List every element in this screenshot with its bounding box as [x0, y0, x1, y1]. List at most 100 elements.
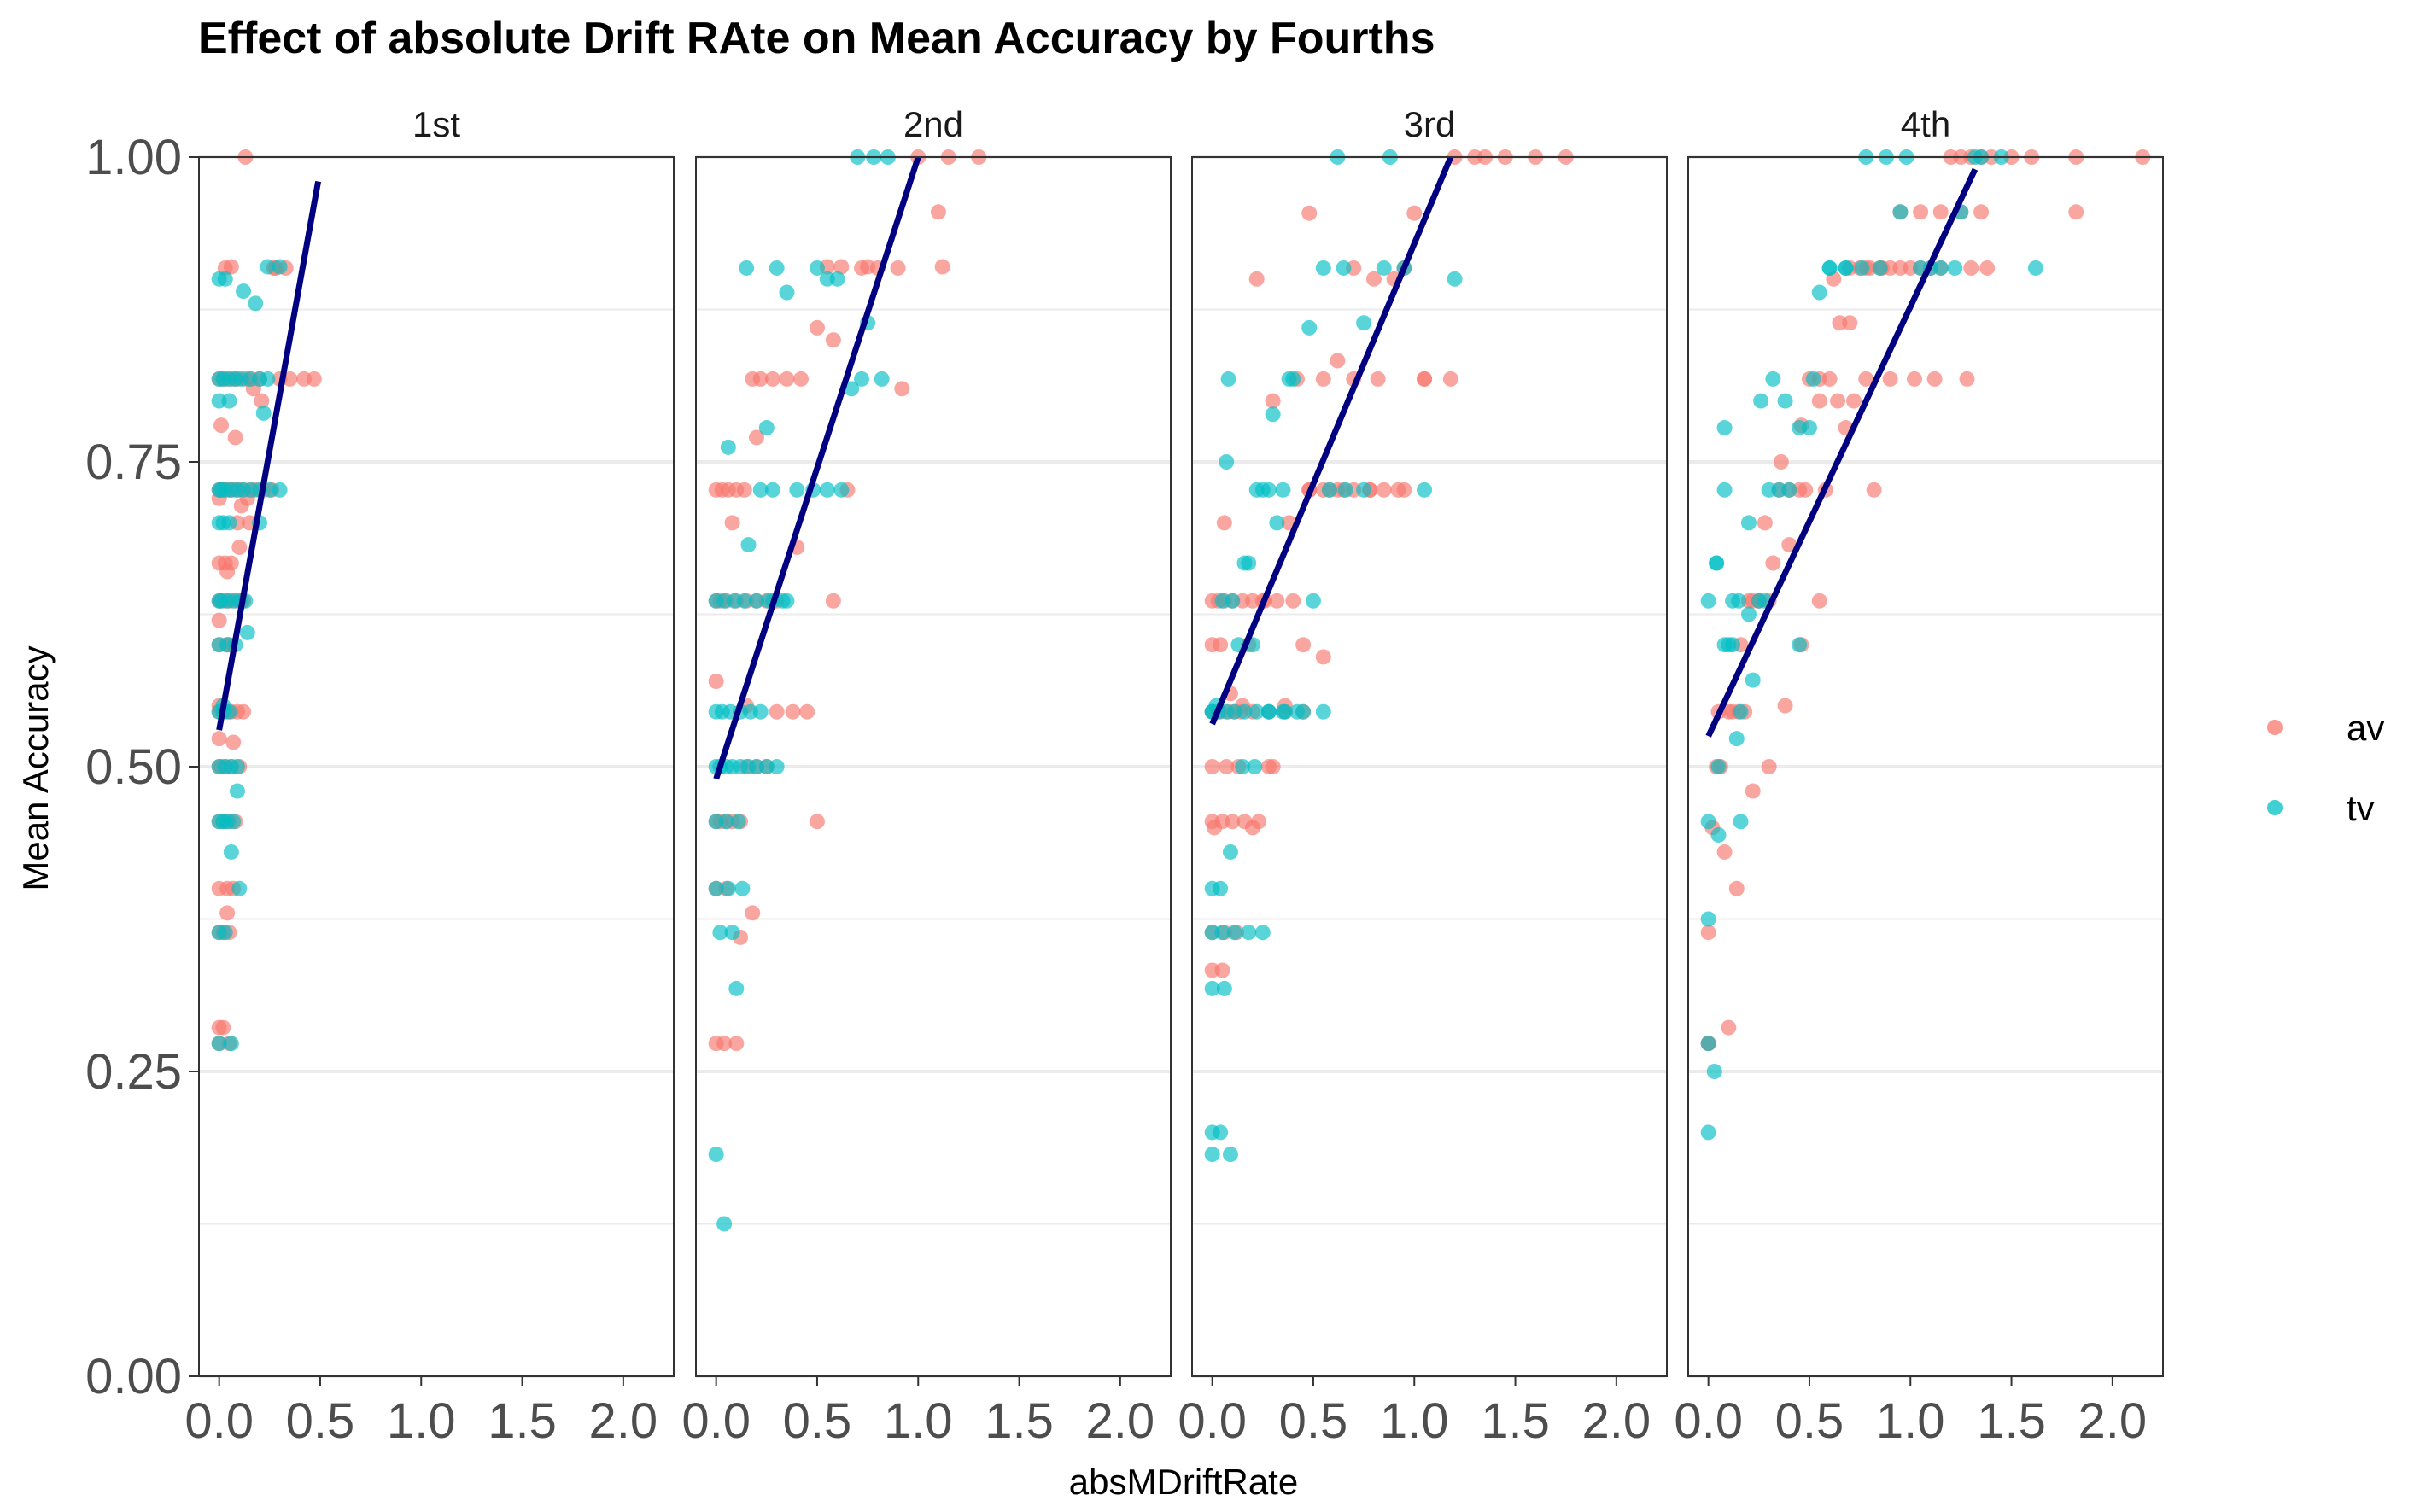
point-av — [1442, 371, 1458, 387]
point-tv — [1305, 593, 1321, 609]
point-tv — [1417, 482, 1433, 498]
point-tv — [1721, 637, 1737, 653]
fit-line — [713, 155, 921, 780]
point-tv — [1213, 1124, 1229, 1141]
point-tv — [1733, 814, 1749, 830]
point-av — [1285, 593, 1301, 609]
x-axis-title: absMDriftRate — [1069, 1462, 1298, 1502]
point-tv — [1706, 1064, 1722, 1079]
point-tv — [1204, 1147, 1220, 1163]
point-av — [825, 593, 841, 609]
point-av — [1406, 205, 1423, 221]
point-tv — [844, 381, 860, 397]
point-av — [716, 1036, 733, 1052]
point-tv — [1700, 1124, 1716, 1141]
point-av — [833, 259, 850, 275]
point-av — [213, 417, 230, 434]
panel-strip-label: 4th — [1901, 104, 1950, 144]
point-tv — [752, 482, 769, 498]
x-tick-label: 0.5 — [783, 1393, 852, 1449]
point-tv — [734, 880, 751, 896]
x-tick-label: 1.5 — [1977, 1393, 2046, 1449]
panel-strip-label: 3rd — [1404, 104, 1456, 144]
point-av — [227, 429, 243, 446]
point-av — [2068, 204, 2084, 220]
point-tv — [1765, 371, 1781, 387]
point-tv — [1892, 204, 1909, 220]
point-av — [1757, 515, 1773, 531]
point-tv — [739, 260, 755, 276]
point-tv — [1248, 703, 1265, 720]
point-tv — [1265, 406, 1281, 423]
point-av — [764, 371, 780, 387]
point-av — [728, 1036, 745, 1052]
point-tv — [748, 593, 764, 609]
point-tv — [1356, 315, 1372, 331]
point-tv — [1220, 371, 1236, 387]
point-av — [752, 371, 769, 387]
point-tv — [1225, 593, 1241, 609]
point-tv — [829, 271, 845, 287]
point-av — [1959, 371, 1975, 387]
point-tv — [1821, 260, 1838, 276]
point-tv — [1281, 371, 1297, 387]
x-tick-label: 1.0 — [1380, 1393, 1449, 1449]
point-tv — [221, 515, 237, 531]
point-tv — [1728, 731, 1745, 747]
point-tv — [272, 482, 288, 498]
point-tv — [1716, 420, 1733, 436]
point-tv — [730, 814, 746, 830]
point-tv — [1315, 703, 1331, 720]
point-tv — [775, 593, 791, 609]
point-av — [231, 539, 248, 555]
point-av — [1728, 880, 1745, 896]
point-tv — [1700, 593, 1716, 609]
point-tv — [769, 260, 785, 276]
point-av — [1248, 271, 1265, 287]
point-tv — [1295, 703, 1312, 720]
x-tick-label: 1.5 — [985, 1393, 1054, 1449]
point-av — [1781, 537, 1797, 553]
point-av — [1269, 593, 1285, 609]
point-tv — [1733, 703, 1749, 720]
point-tv — [716, 1216, 733, 1232]
x-tick-label: 2.0 — [589, 1393, 658, 1449]
point-av — [1797, 482, 1814, 498]
point-av — [1821, 371, 1838, 387]
point-av — [211, 612, 227, 628]
panel-strip-label: 1st — [412, 104, 460, 144]
point-tv — [1740, 606, 1757, 622]
x-tick-label: 0.0 — [184, 1393, 254, 1449]
point-av — [225, 734, 242, 750]
point-av — [1842, 315, 1858, 331]
point-tv — [231, 880, 248, 896]
y-tick-label: 0.25 — [85, 1044, 182, 1100]
x-tick-label: 0.0 — [681, 1393, 751, 1449]
point-av — [1700, 925, 1716, 941]
point-tv — [1241, 555, 1257, 571]
point-av — [1773, 454, 1789, 470]
point-tv — [1700, 814, 1716, 830]
point-tv — [1254, 482, 1271, 498]
point-tv — [819, 482, 835, 498]
point-av — [1376, 482, 1392, 498]
point-av — [1830, 393, 1846, 409]
point-av — [1846, 393, 1862, 409]
point-av — [1721, 1019, 1737, 1036]
x-tick-label: 0.0 — [1178, 1393, 1247, 1449]
point-tv — [1781, 482, 1797, 498]
point-tv — [1710, 759, 1727, 774]
point-tv — [1337, 482, 1353, 498]
panel-border — [1687, 156, 2164, 1377]
point-tv — [248, 295, 264, 312]
point-tv — [229, 783, 245, 799]
point-av — [1913, 204, 1929, 220]
point-tv — [728, 980, 745, 996]
point-tv — [789, 482, 805, 498]
fit-line — [216, 180, 322, 731]
point-av — [1265, 393, 1281, 409]
point-tv — [260, 259, 276, 275]
point-tv — [1805, 371, 1821, 387]
point-tv — [225, 814, 242, 830]
point-av — [860, 259, 876, 275]
